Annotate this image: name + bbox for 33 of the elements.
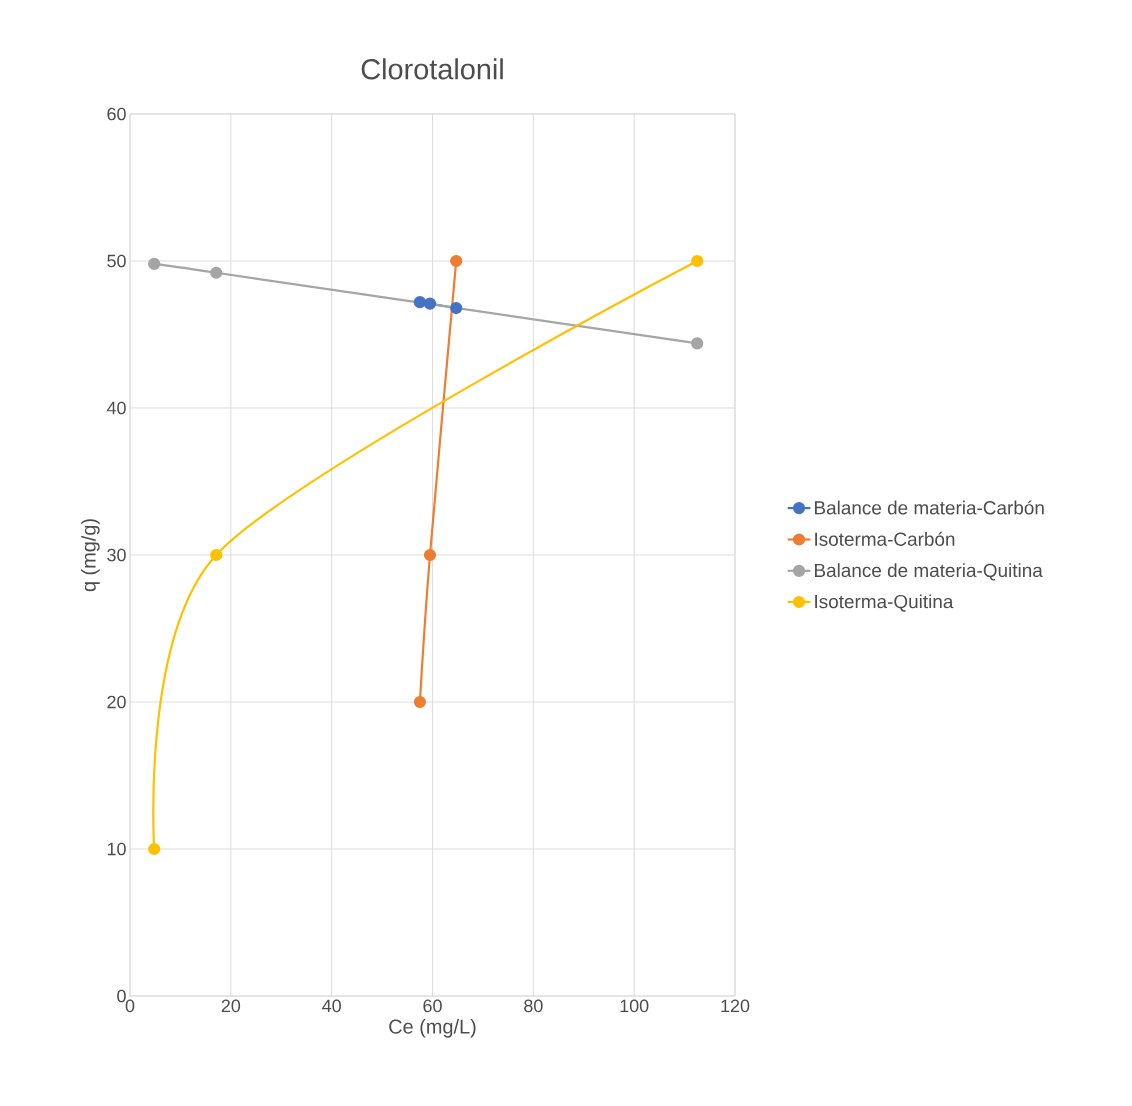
y-tick-label: 40 [106,401,126,415]
x-tick-label: 20 [221,999,241,1013]
x-tick-label: 80 [524,999,543,1013]
point [148,257,161,271]
point [450,254,463,268]
x-tick-label: 120 [721,999,750,1013]
y-tick-label: 60 [107,107,126,121]
point [450,301,463,315]
point [423,548,437,562]
legend-label: Balance de materia-Carbón [815,500,1044,515]
point [413,296,426,309]
chart-title: Clorotalonil [361,58,503,80]
point [423,297,437,310]
y-tick-label: 50 [107,254,126,268]
legend-label: Isoterma-Quitina [815,594,954,612]
y-axis-title: q (mg/g) [81,519,100,592]
x-tick-label: 0 [125,999,135,1013]
point [413,695,426,709]
x-tick-label: 100 [620,999,649,1013]
legend-label: Balance de materia-Quitina [815,563,1043,581]
point [691,254,704,268]
y-tick-label: 20 [107,695,126,709]
x-tick-label: 60 [423,999,442,1013]
y-tick-label: 0 [117,989,126,1003]
x-axis-title: Ce (mg/L) [389,1019,476,1038]
legend-label: Isoterma-Carbón [815,531,955,546]
point [691,337,704,350]
point [210,266,223,279]
y-tick-label: 10 [107,842,126,856]
x-tick-label: 40 [322,999,341,1013]
y-tick-label: 30 [107,548,126,562]
point [148,842,161,856]
point [210,548,223,562]
